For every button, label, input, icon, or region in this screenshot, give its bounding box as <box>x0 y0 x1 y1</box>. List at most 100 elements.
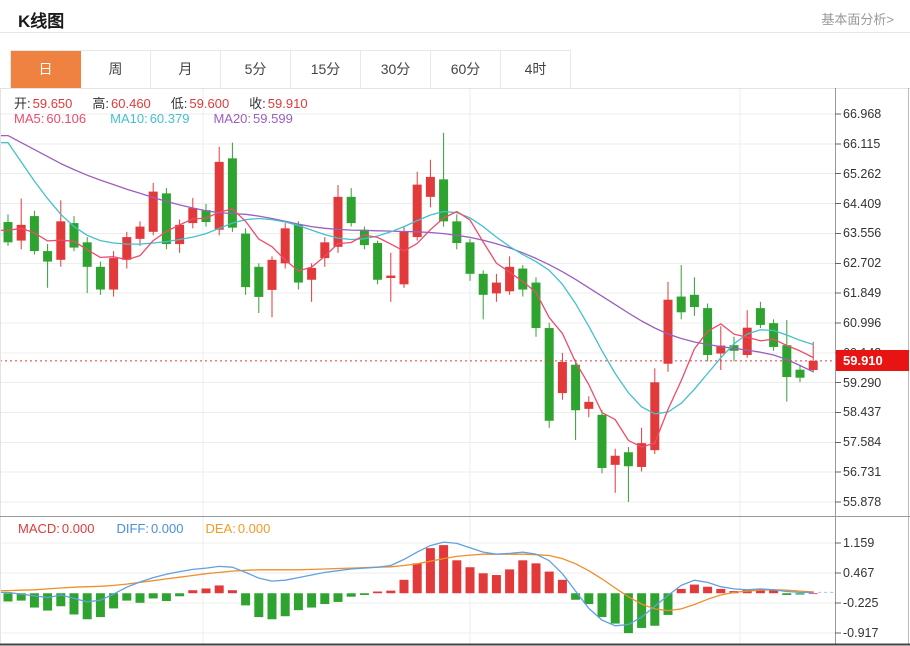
candle-body-down <box>544 328 554 421</box>
ohlc-low: 低: 59.600 <box>170 96 230 111</box>
macd-bar-negative <box>82 593 92 620</box>
tab-月[interactable]: 月 <box>151 51 221 88</box>
macd-bar-negative <box>610 593 620 624</box>
macd-bar-negative <box>241 593 251 606</box>
macd-bar-positive <box>373 591 383 594</box>
macd-bar-negative <box>795 593 805 595</box>
ma-values-row: MA5: 60.106 MA10: 60.379 MA20: 59.599 <box>14 111 293 126</box>
candle-body-up <box>663 299 673 364</box>
candle-body-up <box>267 259 277 290</box>
candle-body-up <box>491 282 501 294</box>
candle-body-down <box>676 296 686 313</box>
macd-bar-positive <box>478 573 488 594</box>
macd-bar-negative <box>320 593 330 605</box>
candle-body-down <box>241 233 251 288</box>
macd-diff: DIFF: 0.000 <box>116 521 184 536</box>
macd-bar-negative <box>663 593 673 615</box>
macd-bar-positive <box>716 588 726 594</box>
y-axis-label: -0.225 <box>843 596 879 610</box>
macd-bar-positive <box>491 575 501 594</box>
macd-macd: MACD: 0.000 <box>18 521 95 536</box>
macd-bar-positive <box>201 588 211 594</box>
candle-body-down <box>769 323 779 347</box>
tab-周[interactable]: 周 <box>81 51 151 88</box>
candle-body-down <box>373 243 383 280</box>
candle-body-down <box>201 210 211 223</box>
tab-30分[interactable]: 30分 <box>361 51 431 88</box>
tab-4时[interactable]: 4时 <box>501 51 570 88</box>
diff-line <box>0 541 814 627</box>
candle-body-up <box>412 184 422 238</box>
macd-bar-negative <box>597 593 607 618</box>
macd-bar-negative <box>307 593 317 608</box>
macd-bar-negative <box>109 593 119 609</box>
y-axis-label: -0.917 <box>843 626 879 640</box>
macd-bar-negative <box>346 593 356 597</box>
macd-bar-negative <box>280 593 290 617</box>
y-axis-label: 57.584 <box>843 435 882 450</box>
macd-bar-positive <box>676 588 686 594</box>
ma-ma20: MA20: 59.599 <box>213 111 293 126</box>
macd-bar-positive <box>425 548 435 594</box>
candle-body-down <box>623 452 633 467</box>
macd-bar-negative <box>161 593 171 602</box>
candle-body-up <box>148 191 158 232</box>
macd-values-row: MACD: 0.000 DIFF: 0.000 DEA: 0.000 <box>18 521 270 536</box>
macd-bar-positive <box>505 569 515 594</box>
y-axis-label: 66.968 <box>843 107 882 121</box>
current-price-tag: 59.910 <box>836 350 909 372</box>
dea-line <box>0 553 814 612</box>
ohlc-close: 收: 59.910 <box>249 96 308 111</box>
candle-body-up <box>505 266 515 292</box>
candle-body-up <box>716 345 726 354</box>
macd-bar-positive <box>386 590 396 594</box>
macd-bar-positive <box>518 560 528 594</box>
page-title: K线图 <box>18 12 65 31</box>
macd-bar-negative <box>148 593 158 599</box>
macd-bar-negative <box>782 593 792 595</box>
y-axis-label: 59.290 <box>843 375 882 390</box>
candle-body-up <box>650 382 660 451</box>
macd-bar-negative <box>175 593 185 597</box>
macd-bar-positive <box>399 579 409 594</box>
candle-body-up <box>808 360 818 371</box>
macd-bar-negative <box>16 593 26 601</box>
macd-bar-positive <box>227 590 237 594</box>
ma-ma5: MA5: 60.106 <box>14 111 87 126</box>
candle-body-up <box>109 258 119 290</box>
ma-ma10: MA10: 60.379 <box>110 111 190 126</box>
tab-5分[interactable]: 5分 <box>221 51 291 88</box>
tab-日[interactable]: 日 <box>11 51 81 88</box>
candle-body-down <box>755 308 765 325</box>
y-axis-label: 0.467 <box>843 566 875 580</box>
y-axis-label: 66.115 <box>843 136 881 151</box>
candle-body-up <box>637 443 647 467</box>
candle-body-down <box>597 414 607 468</box>
fundamental-analysis-link[interactable]: 基本面分析> <box>821 12 894 27</box>
macd-bar-positive <box>808 593 818 595</box>
candle-body-down <box>689 294 699 308</box>
macd-bar-positive <box>465 567 475 594</box>
ma5-line <box>0 208 814 448</box>
candle-body-up <box>425 176 435 197</box>
candle-body-down <box>227 158 237 228</box>
macd-bar-negative <box>333 593 343 602</box>
candle-body-up <box>175 224 185 245</box>
candle-body-down <box>571 364 581 411</box>
tab-15分[interactable]: 15分 <box>291 51 361 88</box>
candle-body-down <box>531 282 541 329</box>
y-axis-label: 65.262 <box>843 166 882 181</box>
ohlc-high: 高: 60.460 <box>92 96 151 111</box>
y-axis-label: 58.437 <box>843 405 882 420</box>
macd-bar-positive <box>689 584 699 594</box>
tab-60分[interactable]: 60分 <box>431 51 501 88</box>
candle-body-up <box>16 224 26 241</box>
candle-body-down <box>452 221 462 244</box>
ma10-line <box>0 141 814 415</box>
macd-bar-negative <box>69 593 79 615</box>
candle-body-up <box>122 237 132 260</box>
candle-body-up <box>280 228 290 264</box>
candle-body-down <box>3 222 13 243</box>
header-divider <box>0 32 910 33</box>
